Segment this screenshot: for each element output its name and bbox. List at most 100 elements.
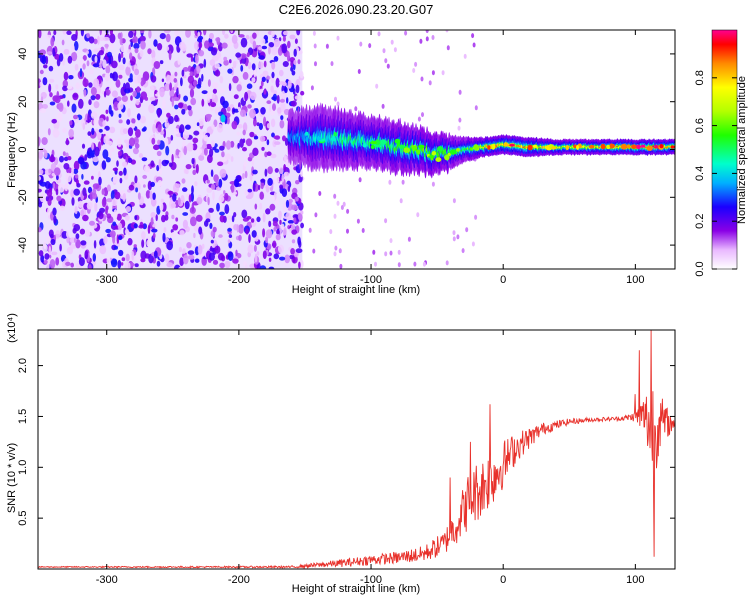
noise-cell [401, 179, 405, 185]
noise-cell [183, 145, 187, 156]
noise-cell [255, 108, 259, 114]
noise-cell [471, 33, 475, 39]
noise-cell [82, 214, 89, 222]
snr-x-label: Height of straight line (km) [292, 583, 420, 595]
noise-cell [118, 53, 122, 63]
noise-cell [220, 157, 227, 163]
noise-cell [295, 196, 299, 202]
noise-cell [177, 102, 184, 109]
noise-cell [242, 122, 248, 132]
noise-cell [119, 177, 123, 184]
noise-cell [251, 77, 256, 83]
noise-cell [272, 240, 277, 249]
noise-cell [273, 38, 280, 48]
noise-cell [165, 33, 171, 43]
signal-peak [473, 144, 479, 151]
noise-cell [196, 148, 203, 155]
noise-cell [66, 246, 74, 255]
noise-cell [86, 32, 90, 39]
noise-cell [52, 194, 55, 203]
noise-cell [111, 198, 118, 207]
noise-cell [45, 235, 51, 242]
noise-cell [38, 176, 42, 181]
noise-cell [281, 188, 288, 197]
noise-cell [232, 60, 237, 69]
noise-cell [97, 35, 100, 45]
noise-cell [215, 37, 221, 42]
noise-cell [283, 30, 288, 36]
noise-cell [91, 127, 95, 135]
noise-cell [147, 48, 152, 55]
noise-cell [80, 240, 87, 246]
noise-cell [259, 202, 263, 210]
noise-cell [145, 190, 151, 199]
signal-peak [509, 143, 515, 147]
noise-cell [118, 170, 123, 176]
noise-cell [461, 248, 465, 254]
noise-cell [120, 52, 124, 59]
noise-cell [421, 112, 424, 118]
noise-cell [198, 41, 203, 49]
noise-cell [158, 159, 162, 169]
noise-cell [185, 124, 191, 130]
noise-cell [160, 130, 165, 136]
noise-cell [120, 207, 124, 214]
noise-cell [157, 43, 163, 51]
noise-cell [224, 33, 229, 39]
noise-cell [237, 124, 243, 129]
noise-cell [431, 35, 435, 40]
signal-peak [609, 143, 615, 149]
noise-cell [99, 207, 106, 213]
noise-cell [153, 61, 161, 69]
noise-cell [189, 71, 194, 77]
noise-cell [79, 228, 86, 235]
noise-cell [231, 215, 235, 223]
snr-plot-area [38, 330, 675, 569]
noise-cell [189, 88, 195, 98]
noise-cell [283, 171, 290, 177]
noise-cell [278, 37, 282, 42]
colorbar-axis: 0.0 0.2 0.4 0.6 0.8 [694, 70, 737, 277]
noise-cell [204, 134, 209, 142]
noise-cell [191, 143, 198, 151]
noise-cell [271, 195, 275, 202]
signal-peak [659, 144, 664, 149]
noise-cell [231, 66, 234, 76]
snr-y-tick-label: 2.0 [17, 358, 29, 373]
noise-cell [39, 49, 46, 56]
noise-cell [98, 128, 103, 133]
signal-peak [600, 143, 606, 150]
signal-peak [670, 145, 675, 149]
noise-cell [149, 96, 156, 101]
noise-cell [239, 138, 244, 148]
noise-cell [73, 114, 78, 120]
noise-cell [474, 105, 478, 111]
noise-cell [252, 40, 257, 50]
noise-cell [89, 220, 95, 226]
noise-cell [228, 83, 232, 92]
noise-cell [122, 193, 126, 202]
noise-cell [264, 38, 268, 43]
signal-peak [435, 157, 442, 163]
noise-cell [109, 126, 116, 134]
noise-cell [329, 229, 333, 235]
noise-cell [330, 61, 334, 67]
signal-peak [305, 136, 309, 143]
noise-cell [127, 108, 131, 118]
noise-cell [153, 144, 160, 151]
noise-cell [165, 46, 170, 51]
noise-cell [259, 265, 267, 269]
noise-cell [253, 118, 257, 127]
noise-cell [463, 53, 467, 59]
noise-cell [236, 84, 242, 92]
noise-cell [272, 103, 276, 111]
noise-cell [103, 135, 110, 145]
noise-cell [247, 244, 254, 254]
noise-cell [135, 129, 141, 138]
noise-cell [100, 136, 104, 146]
noise-cell [128, 137, 136, 147]
noise-cell [214, 69, 221, 77]
noise-cell [93, 117, 100, 127]
noise-cell [58, 252, 62, 260]
noise-cell [268, 266, 275, 269]
